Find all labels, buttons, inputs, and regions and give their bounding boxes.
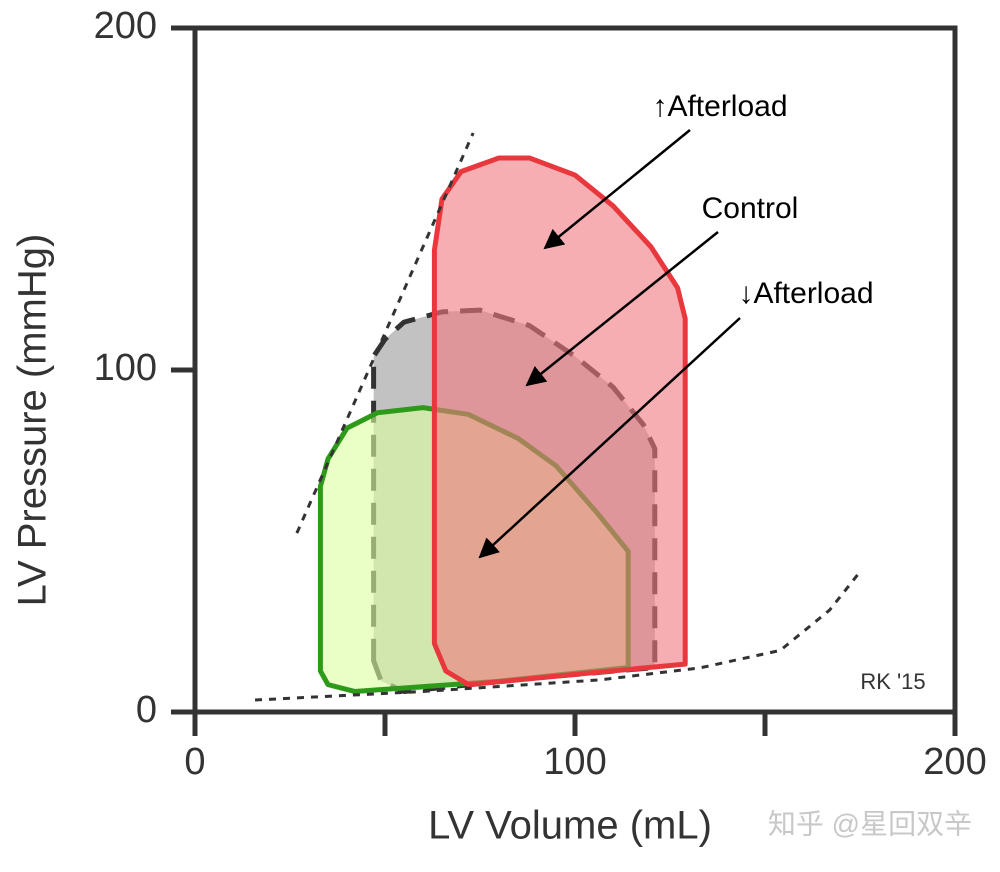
arrow	[543, 129, 691, 250]
signature: RK '15	[860, 669, 925, 694]
arrow	[525, 231, 719, 387]
x-tick-label: 0	[184, 741, 205, 783]
reference-line	[295, 132, 475, 534]
series-label: Control	[702, 192, 799, 225]
series-label: ↓Afterload	[738, 277, 873, 310]
x-axis-label: LV Volume (mL)	[428, 804, 712, 848]
y-tick-label: 100	[94, 347, 157, 389]
y-axis-label: LV Pressure (mmHg)	[11, 234, 55, 607]
series-label: ↑Afterload	[652, 90, 787, 123]
arrow	[478, 317, 741, 559]
reference-line	[254, 570, 862, 702]
y-tick-label: 200	[94, 5, 157, 47]
x-tick-label: 100	[543, 741, 606, 783]
y-tick-label: 0	[136, 689, 157, 731]
watermark: 知乎 @星回双辛	[768, 808, 972, 839]
x-tick-label: 200	[923, 741, 986, 783]
